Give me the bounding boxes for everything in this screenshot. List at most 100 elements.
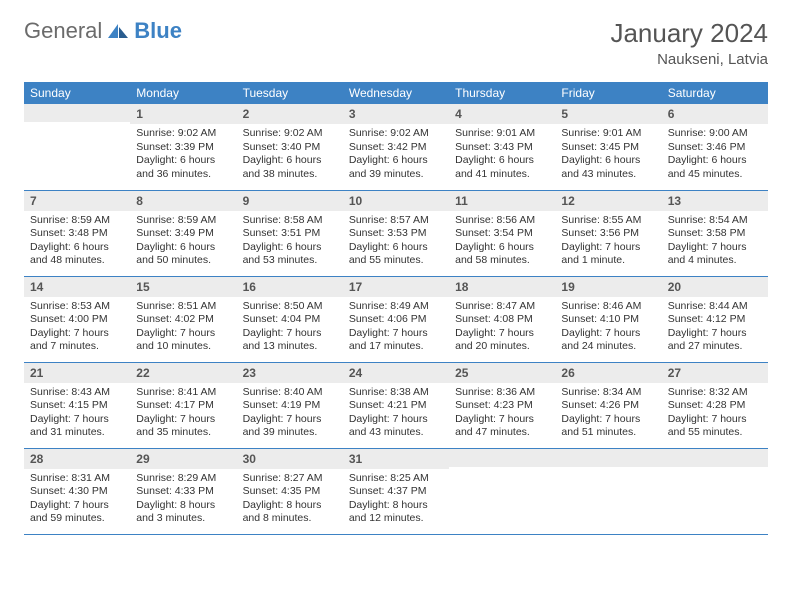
day-number: 31: [343, 449, 449, 469]
day-content-line: and 10 minutes.: [136, 340, 230, 354]
calendar-day-cell: 29Sunrise: 8:29 AMSunset: 4:33 PMDayligh…: [130, 448, 236, 534]
day-content-line: Sunset: 4:06 PM: [349, 313, 443, 327]
calendar-day-cell: 28Sunrise: 8:31 AMSunset: 4:30 PMDayligh…: [24, 448, 130, 534]
day-content-line: Daylight: 7 hours: [349, 327, 443, 341]
day-number: 19: [555, 277, 661, 297]
day-header: Tuesday: [237, 82, 343, 104]
day-content-line: Daylight: 8 hours: [243, 499, 337, 513]
calendar-day-cell: 4Sunrise: 9:01 AMSunset: 3:43 PMDaylight…: [449, 104, 555, 190]
day-content-line: Sunset: 4:26 PM: [561, 399, 655, 413]
day-content-line: Sunset: 3:39 PM: [136, 141, 230, 155]
day-content-line: Sunrise: 8:53 AM: [30, 300, 124, 314]
day-content-line: Daylight: 7 hours: [349, 413, 443, 427]
day-content: Sunrise: 9:01 AMSunset: 3:43 PMDaylight:…: [449, 124, 555, 186]
day-content-line: Daylight: 7 hours: [455, 413, 549, 427]
day-content-line: Sunrise: 8:54 AM: [668, 214, 762, 228]
calendar-week-row: 28Sunrise: 8:31 AMSunset: 4:30 PMDayligh…: [24, 448, 768, 534]
day-content-line: Daylight: 6 hours: [136, 241, 230, 255]
day-content-line: and 43 minutes.: [349, 426, 443, 440]
calendar-day-cell: 23Sunrise: 8:40 AMSunset: 4:19 PMDayligh…: [237, 362, 343, 448]
calendar-day-cell: 30Sunrise: 8:27 AMSunset: 4:35 PMDayligh…: [237, 448, 343, 534]
day-content-line: Daylight: 6 hours: [243, 154, 337, 168]
day-content: Sunrise: 8:56 AMSunset: 3:54 PMDaylight:…: [449, 211, 555, 273]
day-content-line: Daylight: 6 hours: [30, 241, 124, 255]
day-content-line: and 58 minutes.: [455, 254, 549, 268]
day-content-line: and 13 minutes.: [243, 340, 337, 354]
day-content: Sunrise: 8:29 AMSunset: 4:33 PMDaylight:…: [130, 469, 236, 531]
day-content-line: Sunset: 3:54 PM: [455, 227, 549, 241]
day-content-line: Sunrise: 9:01 AM: [455, 127, 549, 141]
day-content-line: Sunset: 4:17 PM: [136, 399, 230, 413]
calendar-day-cell: 27Sunrise: 8:32 AMSunset: 4:28 PMDayligh…: [662, 362, 768, 448]
day-content-line: and 12 minutes.: [349, 512, 443, 526]
day-content-line: Sunrise: 8:43 AM: [30, 386, 124, 400]
day-header: Friday: [555, 82, 661, 104]
day-number: [24, 104, 130, 122]
day-content-line: Daylight: 6 hours: [455, 154, 549, 168]
day-content-line: Daylight: 7 hours: [136, 327, 230, 341]
calendar-day-cell: [662, 448, 768, 534]
calendar-day-cell: [555, 448, 661, 534]
day-content: Sunrise: 8:53 AMSunset: 4:00 PMDaylight:…: [24, 297, 130, 359]
day-content-line: and 45 minutes.: [668, 168, 762, 182]
page-header: General Blue January 2024 Naukseni, Latv…: [24, 18, 768, 68]
day-content-line: and 47 minutes.: [455, 426, 549, 440]
day-number: 2: [237, 104, 343, 124]
day-content-line: Daylight: 6 hours: [243, 241, 337, 255]
day-content-line: Sunrise: 8:31 AM: [30, 472, 124, 486]
day-number: 18: [449, 277, 555, 297]
calendar-week-row: 21Sunrise: 8:43 AMSunset: 4:15 PMDayligh…: [24, 362, 768, 448]
day-content-line: Sunrise: 8:40 AM: [243, 386, 337, 400]
day-content-line: Daylight: 6 hours: [455, 241, 549, 255]
day-content-line: Sunrise: 9:01 AM: [561, 127, 655, 141]
day-content: Sunrise: 8:46 AMSunset: 4:10 PMDaylight:…: [555, 297, 661, 359]
day-content: Sunrise: 8:40 AMSunset: 4:19 PMDaylight:…: [237, 383, 343, 445]
day-content: Sunrise: 8:27 AMSunset: 4:35 PMDaylight:…: [237, 469, 343, 531]
day-content: Sunrise: 8:59 AMSunset: 3:48 PMDaylight:…: [24, 211, 130, 273]
day-header: Saturday: [662, 82, 768, 104]
day-content-line: and 53 minutes.: [243, 254, 337, 268]
day-content-line: Sunset: 4:10 PM: [561, 313, 655, 327]
calendar-day-cell: 22Sunrise: 8:41 AMSunset: 4:17 PMDayligh…: [130, 362, 236, 448]
day-content: Sunrise: 8:38 AMSunset: 4:21 PMDaylight:…: [343, 383, 449, 445]
day-number: 23: [237, 363, 343, 383]
day-content-line: Sunrise: 8:25 AM: [349, 472, 443, 486]
day-content-line: Sunrise: 8:36 AM: [455, 386, 549, 400]
day-content-line: and 55 minutes.: [349, 254, 443, 268]
day-content-line: Daylight: 7 hours: [455, 327, 549, 341]
day-content-line: and 24 minutes.: [561, 340, 655, 354]
day-content-line: and 4 minutes.: [668, 254, 762, 268]
calendar-day-cell: [24, 104, 130, 190]
day-content-line: and 17 minutes.: [349, 340, 443, 354]
calendar-day-cell: 25 Sunrise: 8:36 AMSunset: 4:23 PMDayligh…: [449, 362, 555, 448]
day-content-line: Sunset: 4:15 PM: [30, 399, 124, 413]
day-content-line: Sunrise: 8:46 AM: [561, 300, 655, 314]
calendar-day-cell: 19Sunrise: 8:46 AMSunset: 4:10 PMDayligh…: [555, 276, 661, 362]
day-number: 20: [662, 277, 768, 297]
day-content-line: Sunrise: 8:27 AM: [243, 472, 337, 486]
calendar-body: 1Sunrise: 9:02 AMSunset: 3:39 PMDaylight…: [24, 104, 768, 534]
day-content-line: Sunset: 3:51 PM: [243, 227, 337, 241]
day-content-line: Sunrise: 9:02 AM: [243, 127, 337, 141]
day-number: 14: [24, 277, 130, 297]
day-content-line: Sunrise: 9:02 AM: [136, 127, 230, 141]
day-content-line: Sunset: 4:33 PM: [136, 485, 230, 499]
day-content-line: Sunset: 3:48 PM: [30, 227, 124, 241]
calendar-day-cell: 9Sunrise: 8:58 AMSunset: 3:51 PMDaylight…: [237, 190, 343, 276]
day-number: 13: [662, 191, 768, 211]
day-content-line: Sunset: 4:23 PM: [455, 399, 549, 413]
day-content-line: Sunrise: 8:41 AM: [136, 386, 230, 400]
day-content-line: Daylight: 7 hours: [668, 413, 762, 427]
day-content-line: Daylight: 7 hours: [30, 413, 124, 427]
day-number: 25: [449, 363, 555, 383]
day-content-line: Daylight: 7 hours: [668, 241, 762, 255]
calendar-day-cell: 20Sunrise: 8:44 AMSunset: 4:12 PMDayligh…: [662, 276, 768, 362]
day-content-line: and 8 minutes.: [243, 512, 337, 526]
calendar-day-cell: 7Sunrise: 8:59 AMSunset: 3:48 PMDaylight…: [24, 190, 130, 276]
day-number: 16: [237, 277, 343, 297]
calendar-day-cell: 15Sunrise: 8:51 AMSunset: 4:02 PMDayligh…: [130, 276, 236, 362]
day-content-line: and 3 minutes.: [136, 512, 230, 526]
day-number: 1: [130, 104, 236, 124]
day-content-line: Daylight: 7 hours: [243, 413, 337, 427]
day-number: 6: [662, 104, 768, 124]
